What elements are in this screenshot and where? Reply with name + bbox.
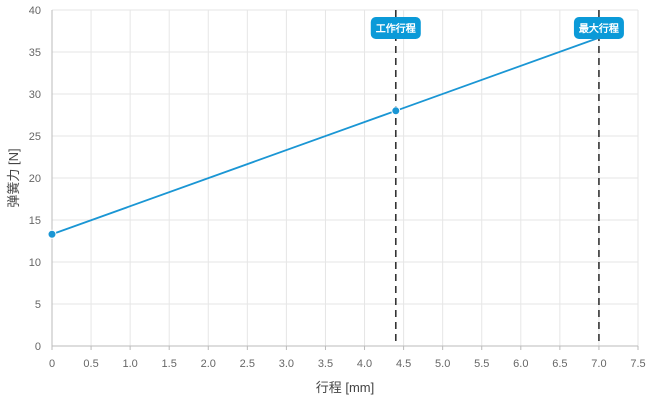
data-point: [391, 106, 401, 116]
x-tick-label: 1.5: [162, 358, 177, 370]
x-tick-label: 2.5: [240, 358, 255, 370]
y-tick-label: 0: [35, 341, 41, 353]
y-tick-label: 5: [35, 299, 41, 311]
x-tick-label: 7.5: [630, 358, 645, 370]
x-tick-label: 0.5: [83, 358, 98, 370]
x-tick-label: 3.0: [279, 358, 294, 370]
x-tick-label: 2.0: [201, 358, 216, 370]
callout-box: [370, 17, 421, 39]
x-tick-label: 6.5: [552, 358, 567, 370]
stroke-markers: 工作行程 最大行程: [370, 10, 624, 346]
y-tick-label: 20: [29, 173, 41, 185]
y-tick-label: 40: [29, 5, 41, 17]
y-tick-label: 30: [29, 89, 41, 101]
x-tick-label: 3.5: [318, 358, 333, 370]
tick-labels: 0 0.5 1.0 1.5 2.0 2.5 3.0 3.5 4.0 4.5 5.0 5.5 6.0 6.5…: [29, 5, 646, 370]
x-tick-label: 5.5: [474, 358, 489, 370]
axes: [51, 10, 639, 350]
x-tick-label: 0: [49, 358, 55, 370]
x-tick-label: 1.0: [122, 358, 137, 370]
x-axis-title: 行程 [mm]: [316, 380, 375, 395]
y-tick-label: 10: [29, 257, 41, 269]
data-point: [47, 229, 57, 239]
callout-label: 最大行程: [579, 22, 619, 35]
callout-label: 工作行程: [376, 22, 416, 35]
y-tick-label: 25: [29, 131, 41, 143]
x-tick-label: 4.5: [396, 358, 411, 370]
series-layer: [47, 36, 600, 239]
x-tick-label: 4.0: [357, 358, 372, 370]
x-tick-label: 6.0: [513, 358, 528, 370]
x-tick-label: 5.0: [435, 358, 450, 370]
callout-box: [573, 17, 624, 39]
y-tick-label: 35: [29, 47, 41, 59]
x-tick-label: 7.0: [591, 358, 606, 370]
y-tick-label: 15: [29, 215, 41, 227]
y-axis-title: 弹簧力 [N]: [6, 148, 21, 207]
grid: [51, 9, 639, 347]
